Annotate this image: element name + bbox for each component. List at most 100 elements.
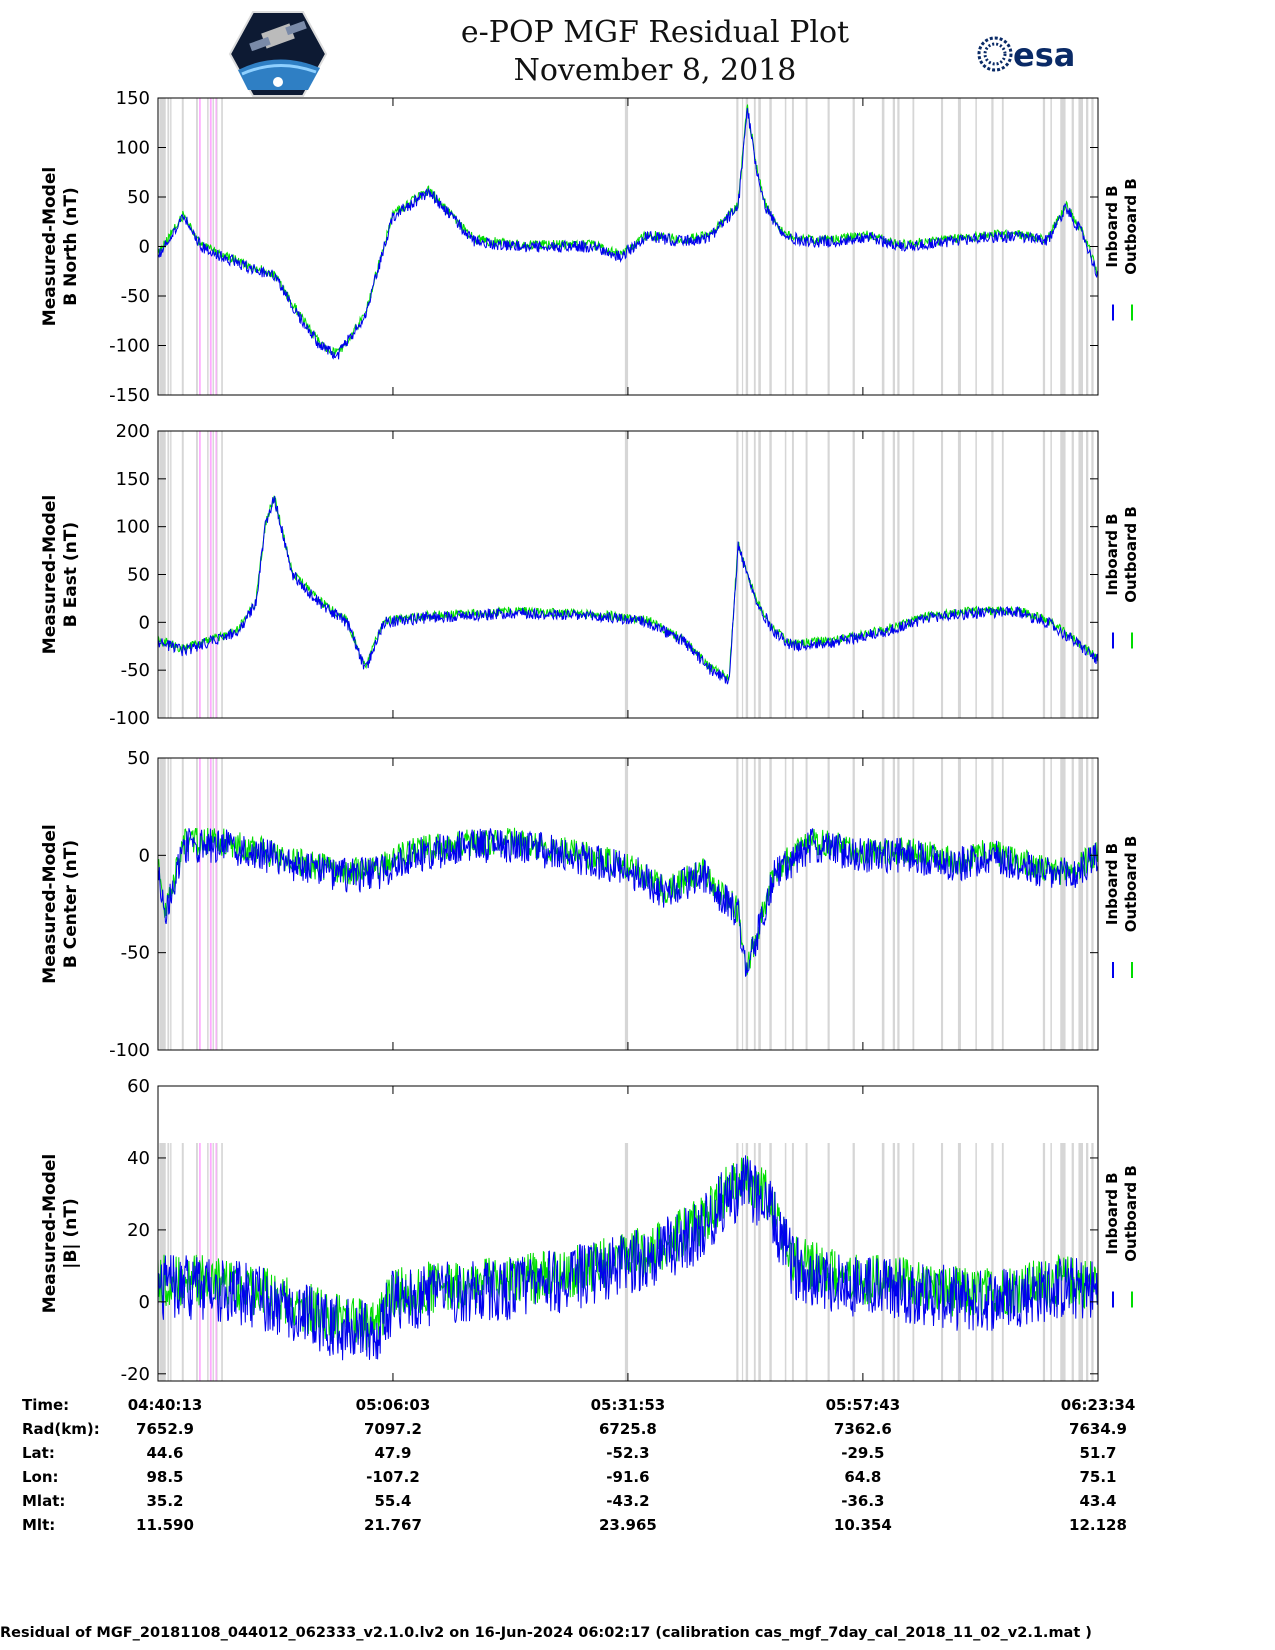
y-tick-label: 50: [127, 748, 150, 769]
gap-band-gray: [170, 431, 172, 718]
ephemeris-value: -29.5: [841, 1444, 885, 1462]
gap-band-gray: [897, 1143, 900, 1381]
gap-band-gray: [181, 98, 184, 395]
legend-label-inboard: Inboard B: [1103, 185, 1121, 267]
gap-band-gray: [940, 431, 944, 718]
esa-logo-icon: esa: [977, 36, 1075, 74]
gap-band-gray: [881, 431, 885, 718]
y-axis-label: Measured-Model: [40, 824, 60, 983]
y-axis-label: Measured-Model: [40, 1154, 60, 1313]
gap-band-gray: [897, 431, 900, 718]
gap-band-gray: [892, 431, 896, 718]
y-axis-label: |B| (nT): [61, 1198, 81, 1269]
legend-label-outboard: Outboard B: [1122, 506, 1140, 603]
gap-band-pink: [215, 431, 217, 718]
gap-band-gray: [1050, 431, 1052, 718]
gap-band-pink: [209, 758, 212, 1050]
gap-band-gray: [753, 431, 756, 718]
y-tick-label: 0: [139, 845, 150, 866]
gap-band-pink: [199, 758, 201, 1050]
ephemeris-value: -91.6: [606, 1468, 650, 1486]
gap-band-gray: [957, 98, 961, 395]
gap-band-gray: [196, 758, 198, 1050]
esa-logo-text: esa: [1013, 36, 1075, 74]
y-axis-label: B Center (nT): [61, 840, 81, 968]
ephemeris-value: 7634.9: [1069, 1420, 1127, 1438]
gap-band-gray: [991, 1143, 994, 1381]
gap-band-gray: [159, 758, 166, 1050]
gap-band-gray: [940, 758, 944, 1050]
gap-band-gray: [1060, 758, 1066, 1050]
gap-band-gray: [216, 1143, 218, 1381]
gap-band-gray: [827, 758, 830, 1050]
gap-band-gray: [881, 758, 885, 1050]
ephemeris-value: -36.3: [841, 1492, 885, 1510]
y-tick-label: 100: [116, 517, 150, 538]
ephemeris-value: 7652.9: [136, 1420, 194, 1438]
y-tick-label: -50: [121, 943, 150, 964]
gap-band-gray: [1050, 98, 1052, 395]
gap-band-gray: [784, 98, 787, 395]
gap-band-gray: [1042, 98, 1046, 395]
gap-band-gray: [897, 758, 900, 1050]
gap-band-gray: [805, 98, 808, 395]
gap-band-gray: [624, 758, 629, 1050]
gap-band-pink: [215, 758, 217, 1050]
ephemeris-value: 98.5: [146, 1468, 184, 1486]
legend-label-inboard: Inboard B: [1103, 513, 1121, 595]
ephemeris-value: -52.3: [606, 1444, 650, 1462]
ephemeris-row-label: Rad(km):: [22, 1420, 100, 1438]
gap-band-gray: [1086, 431, 1089, 718]
ephemeris-value: 12.128: [1069, 1516, 1127, 1534]
y-tick-label: 40: [127, 1148, 150, 1169]
ephemeris-value: 44.6: [146, 1444, 184, 1462]
gap-band-gray: [1086, 758, 1089, 1050]
gap-band-gray: [745, 98, 749, 395]
y-tick-label: -100: [109, 1040, 150, 1061]
gap-band-gray: [181, 1143, 184, 1381]
gap-band-gray: [1078, 98, 1083, 395]
gap-band-pink: [209, 431, 212, 718]
gap-band-gray: [1060, 431, 1066, 718]
gap-band-gray: [1086, 1143, 1089, 1381]
gap-band-gray: [758, 431, 761, 718]
gap-band-gray: [741, 1143, 744, 1381]
gap-band-gray: [736, 1143, 739, 1381]
gap-band-pink: [209, 1143, 212, 1381]
gap-band-gray: [975, 1143, 977, 1381]
gap-band-gray: [1042, 758, 1046, 1050]
gap-band-gray: [1078, 1143, 1083, 1381]
gap-band-gray: [769, 1143, 772, 1381]
gap-band-gray: [212, 758, 214, 1050]
gap-band-gray: [167, 1143, 170, 1381]
gap-band-gray: [753, 98, 756, 395]
ephemeris-value: 6725.8: [598, 1420, 657, 1438]
legend-label-inboard: Inboard B: [1103, 1172, 1121, 1254]
y-tick-label: 150: [116, 88, 150, 109]
ephemeris-value: 75.1: [1079, 1468, 1117, 1486]
gap-band-gray: [975, 758, 977, 1050]
gap-band-gray: [212, 98, 214, 395]
gap-band-gray: [1001, 431, 1004, 718]
gap-band-gray: [741, 98, 744, 395]
gap-band-gray: [991, 431, 994, 718]
inboard-series-line: [157, 1155, 1099, 1361]
gap-band-gray: [753, 1143, 756, 1381]
gap-band-gray: [212, 431, 214, 718]
gap-band-gray: [624, 431, 629, 718]
gap-band-gray: [791, 431, 794, 718]
gap-band-gray: [1071, 98, 1074, 395]
outboard-series-line: [157, 1156, 1099, 1352]
gap-band-gray: [912, 758, 915, 1050]
gap-band-gray: [957, 758, 961, 1050]
gap-band-gray: [1050, 758, 1052, 1050]
gap-band-gray: [216, 98, 218, 395]
y-tick-label: -100: [109, 708, 150, 729]
gap-band-gray: [852, 1143, 855, 1381]
y-tick-label: 100: [116, 138, 150, 159]
inboard-series-line: [157, 828, 1099, 977]
y-tick-label: 0: [139, 612, 150, 633]
gap-band-gray: [1060, 98, 1066, 395]
gap-band-gray: [827, 1143, 830, 1381]
ephemeris-value: 55.4: [374, 1492, 412, 1510]
